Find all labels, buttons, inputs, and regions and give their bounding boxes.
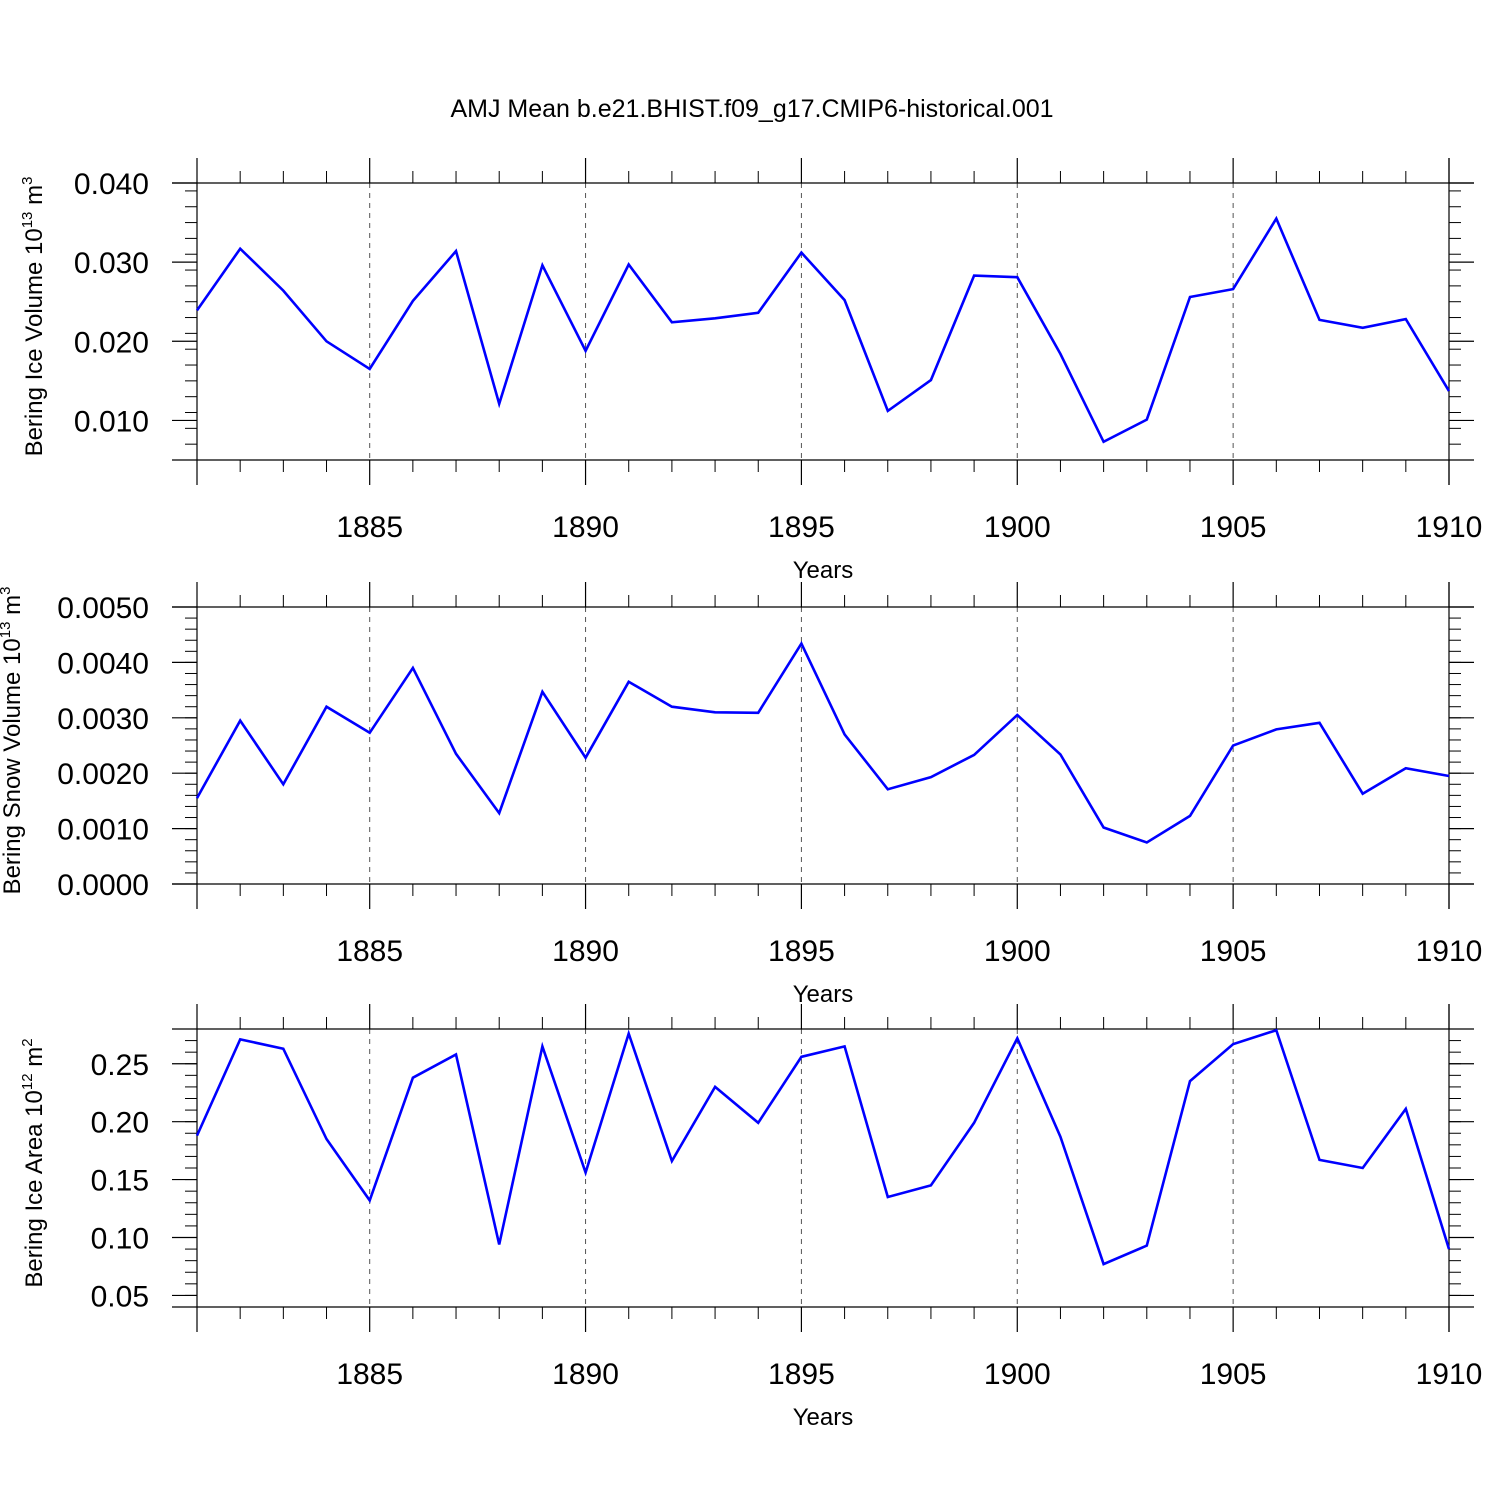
x-tick-label: 1895 <box>768 1358 835 1391</box>
panel-1: 0.010 0.020 0.030 0.040 1885 1890 1895 1900 1905… <box>19 158 1482 584</box>
y-axis-title: Bering Snow Volume 1013 m3 <box>0 587 26 895</box>
x-tick-label: 1885 <box>336 1358 403 1391</box>
x-axis-title: Years <box>793 557 854 584</box>
x-tick-label: 1885 <box>336 935 403 968</box>
x-tick-label: 1890 <box>552 1358 619 1391</box>
y-tick-label: 0.0020 <box>57 758 149 791</box>
x-tick-label: 1885 <box>336 511 403 544</box>
x-tick-label: 1910 <box>1416 1358 1483 1391</box>
series-line <box>195 640 1450 844</box>
x-tick-label: 1895 <box>768 511 835 544</box>
y-tick-label: 0.0040 <box>57 647 149 680</box>
x-tick-label: 1900 <box>984 511 1051 544</box>
x-tick-label: 1905 <box>1200 935 1267 968</box>
y-tick-label: 0.10 <box>91 1223 149 1256</box>
chart-title: AMJ Mean b.e21.BHIST.f09_g17.CMIP6-histo… <box>450 95 1053 123</box>
y-tick-label: 0.15 <box>91 1165 149 1198</box>
x-tick-label: 1905 <box>1200 511 1267 544</box>
y-axis-title: Bering Ice Area 1012 m2 <box>19 1038 48 1287</box>
y-tick-label: 0.25 <box>91 1049 149 1082</box>
x-tick-label: 1905 <box>1200 1358 1267 1391</box>
y-tick-label: 0.030 <box>74 247 149 280</box>
series-line <box>195 1028 1451 1266</box>
y-axis-title: Bering Ice Volume 1013 m3 <box>19 177 48 457</box>
panel-3: 0.05 0.10 0.15 0.20 0.25 1885 1890 1895 1900 1905… <box>19 1004 1482 1431</box>
panel-2: 0.0000 0.0010 0.0020 0.0030 0.0040 0.0050 1885… <box>0 582 1482 1008</box>
x-tick-label: 1895 <box>768 935 835 968</box>
x-tick-label: 1890 <box>552 935 619 968</box>
y-tick-label: 0.010 <box>74 405 149 438</box>
y-tick-label: 0.05 <box>91 1280 149 1313</box>
y-tick-label: 0.040 <box>74 168 149 201</box>
y-tick-label: 0.0050 <box>57 592 149 625</box>
x-tick-label: 1910 <box>1416 935 1483 968</box>
y-tick-label: 0.0000 <box>57 869 149 902</box>
y-tick-label: 0.0030 <box>57 703 149 736</box>
x-axis-title: Years <box>793 981 854 1008</box>
y-tick-label: 0.020 <box>74 326 149 359</box>
y-tick-label: 0.20 <box>91 1107 149 1140</box>
y-tick-label: 0.0010 <box>57 814 149 847</box>
x-axis-title: Years <box>793 1404 854 1431</box>
x-tick-label: 1900 <box>984 935 1051 968</box>
series-line <box>195 215 1451 444</box>
x-tick-label: 1900 <box>984 1358 1051 1391</box>
x-tick-label: 1910 <box>1416 511 1483 544</box>
x-tick-label: 1890 <box>552 511 619 544</box>
